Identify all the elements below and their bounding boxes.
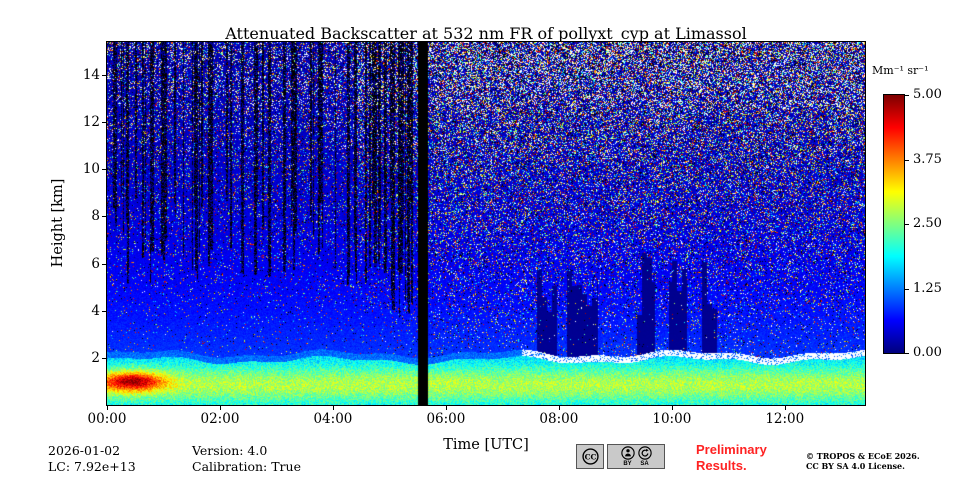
copyright-line1: © TROPOS & ECoE 2026. xyxy=(806,451,920,461)
x-tick-mark xyxy=(784,406,786,410)
svg-text:CC: CC xyxy=(584,452,596,461)
colorbar-tick-mark xyxy=(905,95,909,96)
x-tick-label: 02:00 xyxy=(200,411,240,427)
preliminary-line2: Results. xyxy=(696,458,747,473)
y-tick-label: 2 xyxy=(91,349,100,366)
cc-by-icon: BY xyxy=(620,446,635,467)
cc-by-label: BY xyxy=(623,461,632,467)
cc-sa-label: SA xyxy=(640,461,649,467)
colorbar-canvas xyxy=(884,95,904,353)
y-tick-mark xyxy=(102,169,106,171)
colorbar-unit-label: Mm⁻¹ sr⁻¹ xyxy=(872,64,929,77)
x-tick-mark xyxy=(558,406,560,410)
colorbar-tick-label: 0.00 xyxy=(913,345,942,360)
x-tick-mark xyxy=(671,406,673,410)
x-tick-label: 08:00 xyxy=(539,411,579,427)
plot-title: Attenuated Backscatter at 532 nm FR of p… xyxy=(225,24,747,43)
x-tick-mark xyxy=(219,406,221,410)
y-tick-mark xyxy=(102,263,106,265)
cc-by-sa-badge: BY SA xyxy=(607,444,665,469)
colorbar-tick-label: 1.25 xyxy=(913,280,942,296)
y-tick-label: 4 xyxy=(91,302,100,319)
x-tick-label: 06:00 xyxy=(426,411,466,427)
heatmap-canvas xyxy=(107,42,865,405)
y-tick-label: 12 xyxy=(82,114,100,131)
copyright-line2: CC BY SA 4.0 License. xyxy=(806,461,905,471)
x-tick-label: 00:00 xyxy=(87,411,127,427)
colorbar-tick-mark xyxy=(905,353,909,354)
colorbar-tick-mark xyxy=(905,224,909,225)
y-tick-mark xyxy=(102,310,106,312)
colorbar-tick-label: 3.75 xyxy=(913,151,942,167)
y-tick-mark xyxy=(102,122,106,124)
copyright-note: © TROPOS & ECoE 2026. CC BY SA 4.0 Licen… xyxy=(806,451,920,471)
calibration-label: Calibration: True xyxy=(192,459,301,474)
colorbar-tick-mark xyxy=(905,159,909,161)
x-tick-mark xyxy=(332,406,334,410)
y-tick-label: 14 xyxy=(82,67,100,83)
y-tick-mark xyxy=(102,75,106,76)
x-tick-label: 04:00 xyxy=(313,411,353,427)
x-tick-mark xyxy=(107,406,108,410)
plot-frame xyxy=(106,41,866,406)
colorbar-tick-mark xyxy=(905,288,909,290)
y-tick-mark xyxy=(102,216,106,218)
colorbar-tick-label: 2.50 xyxy=(913,216,942,231)
cc-license-badge: CC xyxy=(576,444,604,469)
x-tick-label: 10:00 xyxy=(652,411,692,427)
x-tick-label: 12:00 xyxy=(765,411,805,427)
y-tick-mark xyxy=(102,357,106,359)
x-tick-mark xyxy=(445,406,447,410)
date-label: 2026-01-02 xyxy=(48,443,121,458)
preliminary-line1: Preliminary xyxy=(696,442,767,457)
y-tick-label: 10 xyxy=(82,161,100,178)
x-axis-label: Time [UTC] xyxy=(443,437,529,453)
lidar-constant-label: LC: 7.92e+13 xyxy=(48,459,136,474)
cc-sa-icon: SA xyxy=(637,446,652,467)
version-label: Version: 4.0 xyxy=(192,443,268,458)
y-tick-label: 6 xyxy=(91,255,100,272)
colorbar-tick-label: 5.00 xyxy=(913,87,942,102)
y-tick-label: 8 xyxy=(91,208,100,225)
preliminary-results-note: Preliminary Results. xyxy=(696,442,767,474)
cc-icon: CC xyxy=(581,448,599,465)
colorbar-frame xyxy=(883,94,905,354)
